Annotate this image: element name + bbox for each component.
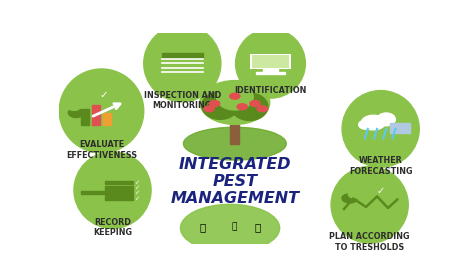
- Ellipse shape: [231, 93, 268, 120]
- Circle shape: [210, 101, 220, 107]
- Bar: [82, 191, 107, 194]
- Bar: [91, 105, 100, 125]
- Text: 🌾: 🌾: [255, 222, 261, 232]
- Bar: [162, 53, 202, 58]
- Bar: [105, 196, 133, 200]
- Ellipse shape: [342, 194, 357, 203]
- Ellipse shape: [68, 109, 83, 118]
- Text: WEATHER
FORECASTING: WEATHER FORECASTING: [349, 156, 412, 176]
- Text: 🌿: 🌿: [231, 222, 237, 232]
- Ellipse shape: [342, 90, 419, 167]
- Ellipse shape: [74, 152, 151, 229]
- Text: EVALUATE
EFFECTIVENESS: EVALUATE EFFECTIVENESS: [66, 140, 137, 160]
- Ellipse shape: [181, 204, 280, 252]
- Text: ✓: ✓: [134, 190, 139, 196]
- Text: ✓: ✓: [134, 185, 139, 190]
- Bar: [263, 68, 278, 73]
- Ellipse shape: [67, 103, 81, 110]
- Ellipse shape: [377, 113, 395, 126]
- Bar: [105, 181, 133, 184]
- Text: IDENTIFICATION: IDENTIFICATION: [234, 86, 307, 95]
- Ellipse shape: [236, 29, 305, 98]
- Circle shape: [237, 104, 247, 110]
- Bar: [105, 191, 133, 195]
- Ellipse shape: [144, 25, 221, 102]
- Bar: [252, 55, 289, 68]
- Ellipse shape: [59, 69, 144, 153]
- Bar: [102, 113, 110, 125]
- Bar: [230, 112, 239, 144]
- Text: INSPECTION AND
MONITORING: INSPECTION AND MONITORING: [144, 91, 221, 110]
- Circle shape: [250, 101, 260, 107]
- Ellipse shape: [200, 81, 270, 124]
- Text: ✓: ✓: [99, 90, 108, 100]
- Circle shape: [230, 93, 240, 99]
- Bar: [80, 178, 100, 202]
- Ellipse shape: [359, 120, 374, 129]
- Bar: [250, 54, 291, 69]
- Ellipse shape: [202, 92, 238, 119]
- Text: ✓: ✓: [134, 180, 139, 185]
- Text: 🪲: 🪲: [200, 222, 206, 232]
- Bar: [105, 186, 133, 190]
- Text: PEST: PEST: [212, 174, 257, 189]
- Text: ✓: ✓: [377, 186, 385, 196]
- Text: RECORD
KEEPING: RECORD KEEPING: [93, 218, 132, 237]
- Ellipse shape: [331, 167, 408, 243]
- Bar: [390, 122, 410, 133]
- Circle shape: [204, 106, 214, 112]
- Bar: [256, 72, 285, 74]
- Ellipse shape: [217, 84, 253, 110]
- Circle shape: [257, 106, 267, 112]
- Bar: [82, 109, 90, 125]
- Text: INTEGRATED: INTEGRATED: [179, 157, 291, 172]
- Ellipse shape: [348, 190, 361, 198]
- Ellipse shape: [183, 127, 286, 160]
- Ellipse shape: [361, 115, 385, 130]
- Text: ✓: ✓: [134, 196, 139, 201]
- Text: PLAN ACCORDING
TO TRESHOLDS: PLAN ACCORDING TO TRESHOLDS: [329, 232, 410, 252]
- Text: MANAGEMENT: MANAGEMENT: [170, 191, 300, 206]
